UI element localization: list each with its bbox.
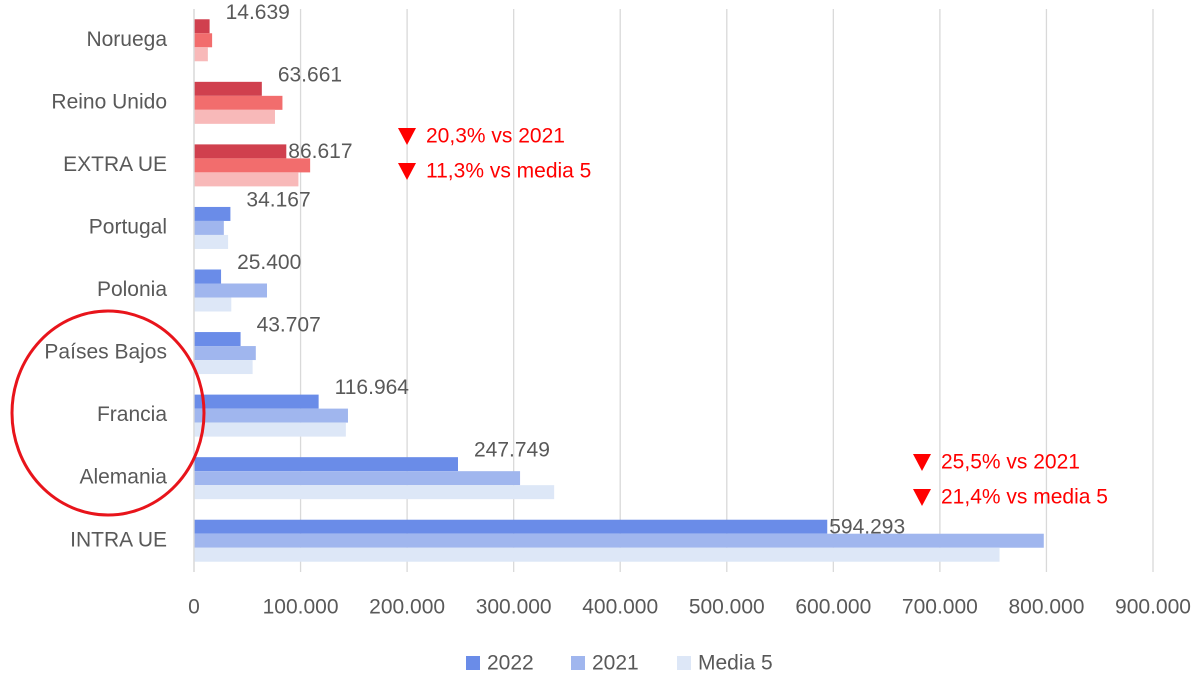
bar [194,206,231,221]
y-tick-label: Noruega [86,28,167,51]
bar [194,332,241,347]
bar [194,360,253,375]
legend-swatch [466,656,480,670]
x-tick-label: 400.000 [582,596,658,619]
highlight-circle [10,309,206,517]
bar [194,485,555,500]
y-tick-label: EXTRA UE [63,153,167,176]
annotation: 11,3% vs media 5 [426,160,591,183]
data-label: 86.617 [288,140,352,163]
legend-label: 2022 [487,652,534,675]
bar [194,33,213,48]
bar [194,457,458,472]
down-triangle [913,489,931,506]
bar [194,471,521,486]
x-tick-label: 700.000 [902,596,978,619]
x-tick-label: 800.000 [1008,596,1084,619]
y-tick-label: Francia [97,403,167,426]
bar [194,220,224,235]
data-label: 247.749 [474,439,550,462]
legend-label: Media 5 [698,652,773,675]
bar [194,109,275,124]
y-tick-label: Países Bajos [44,341,167,364]
bar [194,95,283,110]
down-triangle [398,163,416,180]
bar [194,172,299,187]
bar [194,297,232,312]
bar [194,422,346,437]
y-tick-label: Alemania [79,466,167,489]
data-label: 116.964 [335,376,410,399]
bar [194,81,262,96]
legend-item: Media 5 [677,652,773,675]
legend-item: 2022 [466,652,534,675]
bar [194,144,287,159]
down-triangle [913,454,931,471]
x-tick-label: 900.000 [1115,596,1191,619]
bar [194,394,319,409]
x-tick-label: 100.000 [263,596,339,619]
x-tick-label: 600.000 [795,596,871,619]
data-label: 14.639 [226,1,290,24]
legend-item: 2021 [571,652,639,675]
annotation: 21,4% vs media 5 [941,486,1108,509]
x-tick-label: 200.000 [369,596,445,619]
bar [194,158,311,173]
down-triangle [398,128,416,145]
y-tick-label: Polonia [97,278,167,301]
x-tick-label: 300.000 [476,596,552,619]
y-tick-label: Portugal [89,215,167,238]
bar [194,283,267,298]
bar [194,346,256,361]
bar [194,19,210,34]
bar [194,408,348,423]
legend-swatch [677,656,691,670]
bar [194,519,828,534]
data-label: 25.400 [237,251,301,274]
x-tick-label: 500.000 [689,596,765,619]
bar [194,234,229,249]
annotation: 20,3% vs 2021 [426,125,565,148]
bar [194,269,222,284]
x-tick-label: 0 [188,596,200,619]
data-label: 63.661 [278,63,342,86]
data-label: 594.293 [829,515,905,538]
legend-label: 2021 [592,652,639,675]
legend-swatch [571,656,585,670]
y-tick-label: INTRA UE [70,528,167,551]
bar [194,533,1044,548]
bar [194,547,1000,562]
data-label: 34.167 [246,188,310,211]
annotation: 25,5% vs 2021 [941,451,1080,474]
y-tick-label: Reino Unido [51,90,167,113]
data-label: 43.707 [257,314,321,337]
bar [194,47,208,62]
